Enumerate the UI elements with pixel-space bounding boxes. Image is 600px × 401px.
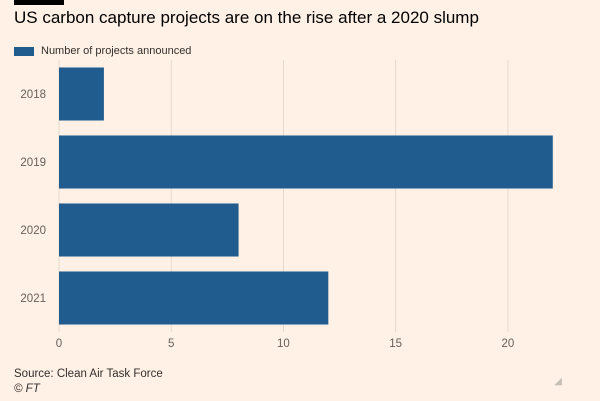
legend-label: Number of projects announced: [41, 45, 192, 57]
top-accent-bar: [14, 0, 64, 5]
x-tick-label: 15: [389, 338, 402, 350]
y-category-label: 2021: [20, 293, 46, 305]
bar-2020: [59, 203, 239, 257]
bars: [59, 67, 553, 325]
x-tick-label: 0: [56, 338, 62, 350]
x-axis-labels: 0 5 10 15 20: [56, 338, 514, 350]
x-tick-label: 20: [501, 338, 514, 350]
legend-swatch: [14, 46, 34, 56]
chart-title: US carbon capture projects are on the ri…: [14, 8, 479, 27]
x-tick-label: 5: [168, 338, 174, 350]
y-category-label: 2019: [20, 157, 46, 169]
y-category-label: 2020: [20, 225, 46, 237]
y-category-label: 2018: [20, 89, 46, 101]
source-note: Source: Clean Air Task Force: [14, 368, 163, 380]
resize-handle-icon[interactable]: ◢: [554, 376, 562, 387]
bar-2018: [59, 67, 104, 121]
bar-2021: [59, 271, 329, 325]
footer: Source: Clean Air Task Force © FT: [14, 367, 163, 397]
y-axis-labels: 2018 2019 2020 2021: [20, 89, 46, 305]
bar-2019: [59, 135, 553, 189]
ft-credit: © FT: [14, 383, 40, 395]
legend: Number of projects announced: [14, 45, 191, 57]
x-tick-label: 10: [277, 338, 290, 350]
